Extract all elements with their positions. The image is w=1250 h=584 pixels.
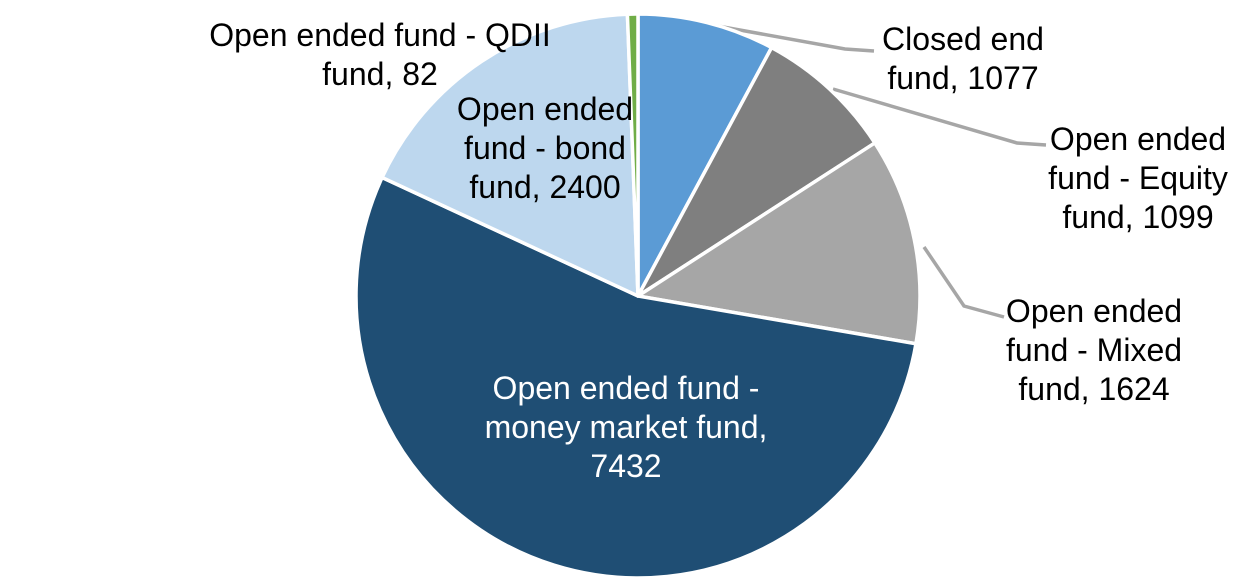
leader-line-closed-end-fund — [711, 23, 875, 53]
leader-line-open-ended-fund-equity-fund — [832, 87, 1047, 147]
pie-slice-open-ended-fund-money-market-fund[interactable] — [354, 175, 918, 580]
pie-slice-open-ended-fund-mixed-fund[interactable] — [636, 141, 922, 346]
pie-slice-closed-end-fund[interactable] — [636, 12, 774, 298]
leader-line-open-ended-fund-mixed-fund — [922, 246, 1005, 319]
pie-slice-open-ended-fund-equity-fund[interactable] — [636, 45, 877, 298]
pie-slice-open-ended-fund-bond-fund[interactable] — [380, 12, 640, 298]
pie-slice-open-ended-fund-qdii-fund[interactable] — [625, 12, 640, 298]
